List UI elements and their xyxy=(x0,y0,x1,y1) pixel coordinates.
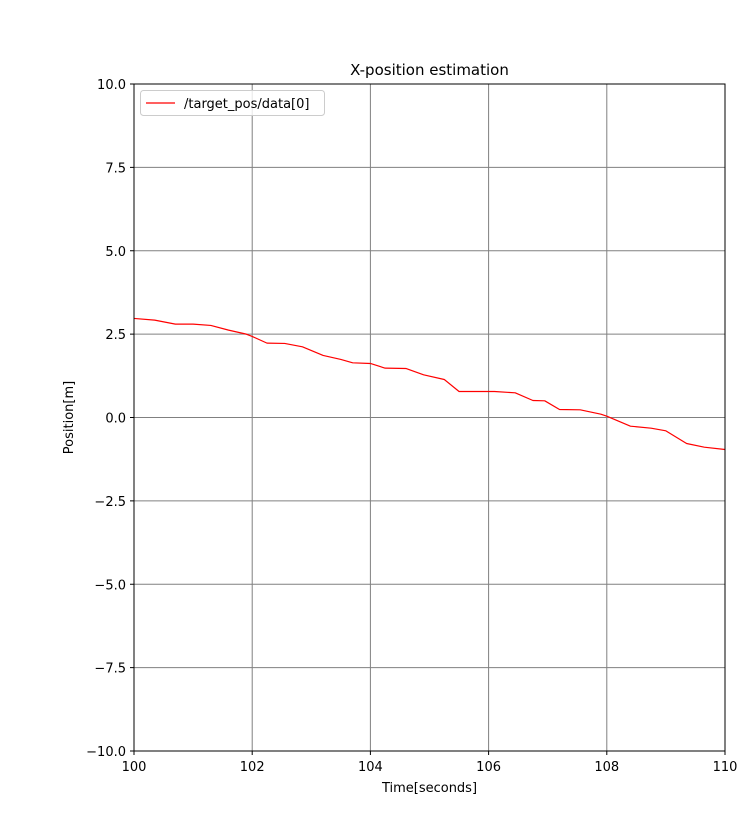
y-tick-label: −2.5 xyxy=(94,495,126,510)
axis-ticks: 100 102 104 106 108 110 −10.0 −7.5 −5.0 −2.5 0.0 2.… xyxy=(86,78,737,775)
x-axis-label: Time[seconds] xyxy=(381,781,477,796)
y-tick-label: 5.0 xyxy=(105,245,126,260)
y-tick-label: −5.0 xyxy=(94,578,126,593)
series-line-target-pos xyxy=(133,317,726,451)
y-tick-label: −10.0 xyxy=(86,745,126,760)
y-tick-label: 2.5 xyxy=(105,328,126,343)
x-tick-label: 100 xyxy=(122,760,147,775)
legend: /target_pos/data[0] xyxy=(140,90,325,116)
legend-label-target-pos: /target_pos/data[0] xyxy=(184,97,309,112)
x-tick-label: 108 xyxy=(594,760,619,775)
x-tick-label: 104 xyxy=(358,760,383,775)
series-layer xyxy=(133,317,726,451)
y-tick-label: −7.5 xyxy=(94,662,126,677)
y-tick-label: 0.0 xyxy=(105,412,126,427)
chart-title: X-position estimation xyxy=(350,61,509,79)
x-tick-label: 106 xyxy=(476,760,501,775)
y-tick-label: 7.5 xyxy=(105,161,126,176)
y-tick-label: 10.0 xyxy=(97,78,126,93)
x-tick-label: 110 xyxy=(713,760,738,775)
x-tick-label: 102 xyxy=(240,760,265,775)
legend-box xyxy=(140,90,325,116)
y-axis-label: Position[m] xyxy=(62,381,77,454)
